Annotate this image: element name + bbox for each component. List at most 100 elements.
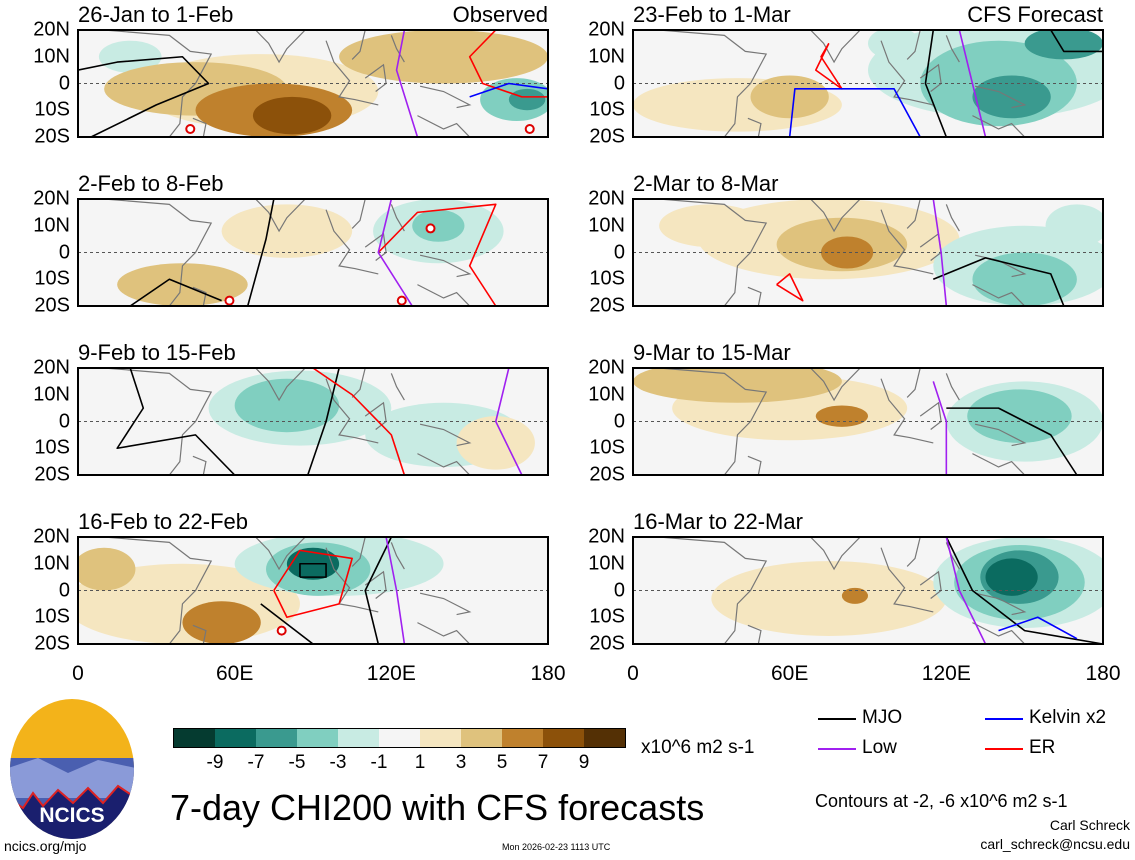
map-panel: 16-Mar to 22-Mar 20N 10N 0 10S 20S xyxy=(588,509,1104,655)
email: carl_schreck@ncsu.edu xyxy=(980,836,1130,852)
coastline xyxy=(974,85,1027,109)
lat-tick-label: 10S xyxy=(34,605,70,628)
colorbar-swatch xyxy=(420,729,461,747)
coastline xyxy=(419,254,472,278)
anomaly-region xyxy=(985,558,1038,596)
coastline xyxy=(945,35,960,63)
coastline xyxy=(747,286,762,306)
coastline xyxy=(325,547,379,613)
coastline xyxy=(417,284,471,306)
map-panel: 16-Feb to 22-Feb 20N 10N 0 10S 20S xyxy=(33,509,549,655)
colorbar-swatch xyxy=(215,729,256,747)
colorbar-label: 1 xyxy=(414,752,426,773)
coastline xyxy=(351,30,366,60)
coastline xyxy=(104,30,213,137)
coastline xyxy=(659,199,768,306)
colorbar-swatch xyxy=(502,729,543,747)
low-contour xyxy=(494,368,523,475)
coastline xyxy=(390,204,405,232)
figure-title: 7-day CHI200 with CFS forecasts xyxy=(170,787,705,828)
lat-tick-label: 0 xyxy=(58,72,70,94)
lat-tick-label: 0 xyxy=(613,579,625,601)
lat-tick-label: 20N xyxy=(33,356,70,379)
low-contour xyxy=(377,199,413,306)
coastline xyxy=(659,368,768,475)
lat-tick-label: 10S xyxy=(589,605,625,628)
colorbar-swatch xyxy=(379,729,420,747)
lat-tick-label: 10S xyxy=(589,267,625,290)
website-link[interactable]: ncics.org/mjo xyxy=(4,838,87,854)
coastline xyxy=(419,85,472,109)
timestamp: Mon 2026-02-23 1113 UTC xyxy=(502,842,611,852)
coastline xyxy=(104,368,213,475)
mjo-contour xyxy=(299,562,327,578)
coastline xyxy=(906,199,921,229)
author: Carl Schreck xyxy=(1049,817,1130,833)
colorbar-label: -3 xyxy=(329,752,347,773)
anomaly-region xyxy=(412,209,465,242)
anomaly-region xyxy=(221,204,353,258)
lat-tick-label: 10N xyxy=(588,214,625,237)
kelvin-contour xyxy=(998,616,1078,640)
panel-date-range: 26-Jan to 1-Feb xyxy=(78,2,234,27)
colorbar-label: 3 xyxy=(455,752,467,773)
lat-tick-label: 0 xyxy=(58,241,70,263)
legend-line xyxy=(985,748,1023,750)
mjo-contour xyxy=(945,537,1103,644)
lat-tick-label: 20N xyxy=(588,525,625,548)
coastline xyxy=(919,570,942,600)
coastline xyxy=(104,199,213,306)
legend-line xyxy=(818,748,856,750)
lon-tick-label: 180 xyxy=(530,662,566,685)
coastline xyxy=(417,115,471,137)
coastline xyxy=(351,537,366,567)
coastline xyxy=(192,624,207,644)
anomaly-region xyxy=(98,40,162,73)
colorbar-swatch xyxy=(174,729,215,747)
coastline xyxy=(325,209,379,275)
legend-label: Low xyxy=(862,737,897,758)
low-contour xyxy=(385,537,406,644)
tropical-cyclone-icon xyxy=(276,625,287,636)
coastline xyxy=(906,368,921,398)
lat-tick-label: 20S xyxy=(34,463,70,486)
colorbar-label: -7 xyxy=(247,752,265,773)
lat-tick-label: 20N xyxy=(33,525,70,548)
low-contour xyxy=(932,381,948,475)
tropical-cyclone-icon xyxy=(185,123,196,134)
coastline xyxy=(945,204,960,232)
lat-tick-label: 20N xyxy=(588,187,625,210)
lat-tick-label: 20N xyxy=(588,356,625,379)
kelvin-contour xyxy=(788,88,921,137)
coastline xyxy=(919,401,942,431)
anomaly-region xyxy=(1024,30,1103,60)
kelvin-contour xyxy=(469,82,548,98)
colorbar-swatch xyxy=(584,729,625,747)
coastline xyxy=(945,373,960,401)
coastline xyxy=(972,115,1026,137)
lat-tick-label: 0 xyxy=(613,410,625,432)
lat-tick-label: 20N xyxy=(588,18,625,41)
coastline xyxy=(919,63,942,93)
er-contour xyxy=(776,273,804,302)
ncics-logo: NCICS xyxy=(10,699,134,839)
anomaly-region xyxy=(841,587,868,604)
lon-tick-label: 180 xyxy=(1085,662,1121,685)
tropical-cyclone-icon xyxy=(396,295,407,306)
mjo-contour xyxy=(364,537,393,644)
colorbar-swatch xyxy=(461,729,502,747)
map-panel: 26-Jan to 1-Feb Observed 20N 10N 0 10S 20S xyxy=(33,2,549,148)
anomaly-region xyxy=(234,378,340,433)
panel-date-range: 2-Feb to 8-Feb xyxy=(78,171,224,196)
mjo-contour xyxy=(129,278,222,306)
panel-source-tag: CFS Forecast xyxy=(967,2,1103,27)
coastline xyxy=(747,455,762,475)
legend-label: Kelvin x2 xyxy=(1029,707,1107,728)
coastline xyxy=(192,455,207,475)
er-contour xyxy=(273,549,353,619)
coastline xyxy=(906,537,921,567)
anomaly-region xyxy=(78,547,136,591)
lon-tick-label: 120E xyxy=(366,662,416,685)
coastline xyxy=(255,537,306,571)
mjo-contour xyxy=(116,368,236,475)
